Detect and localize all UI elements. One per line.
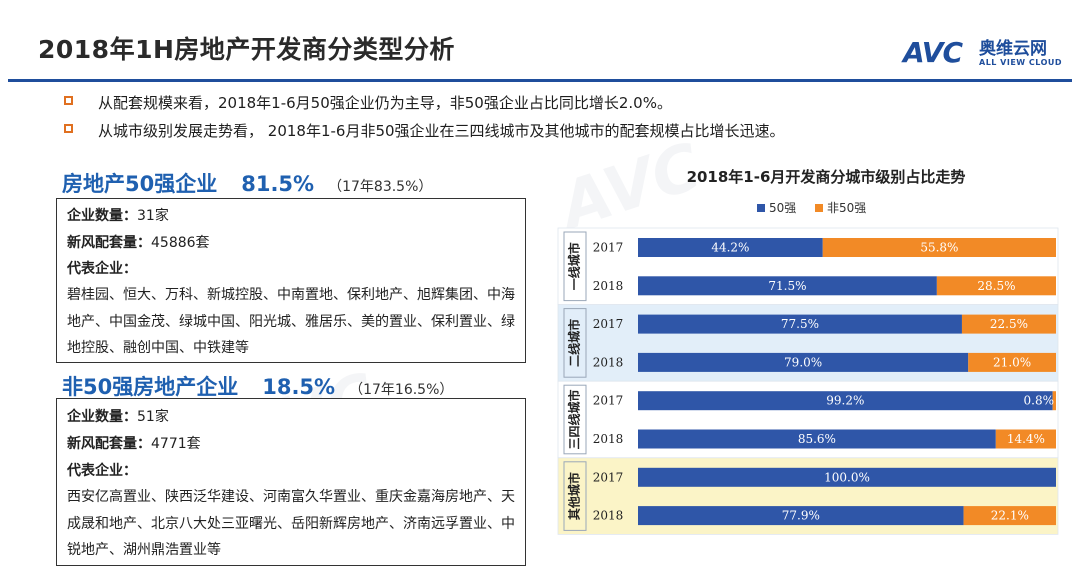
bar-segment	[968, 352, 1056, 372]
page-title: 2018年1H房地产开发商分类型分析	[38, 35, 455, 64]
data-label: 14.4%	[1007, 432, 1045, 446]
section-name: 非50强房地产企业	[62, 375, 239, 399]
company-count: 企业数量：31家	[67, 208, 169, 224]
data-label: 77.5%	[781, 317, 819, 331]
data-label: 99.2%	[826, 394, 864, 408]
header-divider	[8, 79, 1072, 82]
group-label: 三四线城市	[567, 389, 582, 449]
bar-segment	[936, 276, 1056, 296]
company-count: 企业数量：51家	[67, 409, 169, 425]
legend-label: 非50强	[827, 201, 866, 215]
data-label: 22.5%	[990, 317, 1028, 331]
bar-segment	[638, 506, 964, 526]
logo-mark: AVC	[903, 36, 963, 69]
section-non50-heading: 非50强房地产企业 18.5% （17年16.5%）	[62, 371, 453, 401]
group-label: 二线城市	[567, 319, 582, 367]
section-top50-heading: 房地产50强企业 81.5% （17年83.5%）	[62, 168, 432, 198]
section-name: 房地产50强企业	[62, 172, 218, 196]
data-label: 77.9%	[782, 509, 820, 523]
group-label: 一线城市	[567, 242, 582, 290]
section-share: 81.5%	[241, 172, 315, 196]
bullet-text: 从城市级别发展走势看， 2018年1-6月非50强企业在三四线城市及其他城市的配…	[98, 122, 785, 140]
rep-label: 代表企业：	[67, 261, 137, 277]
data-label: 71.5%	[768, 279, 806, 293]
data-label: 79.0%	[784, 355, 822, 369]
data-label: 44.2%	[711, 241, 749, 255]
bar-segment	[963, 506, 1056, 526]
section-prev-share: （17年83.5%）	[328, 179, 433, 195]
bar-segment	[995, 429, 1056, 449]
bar-segment	[961, 314, 1056, 334]
group-label-box	[563, 231, 587, 302]
data-label: 55.8%	[920, 241, 958, 255]
data-label: 0.8%	[1024, 394, 1055, 408]
group-label: 其他城市	[567, 472, 582, 520]
bar-segment	[638, 314, 962, 334]
legend-swatch	[757, 204, 765, 212]
section-top50-box: 企业数量：31家 新风配套量：45886套 代表企业： 碧桂园、恒大、万科、新城…	[56, 198, 526, 363]
tick-label: 2018	[593, 432, 624, 446]
group-label-box	[563, 384, 587, 455]
bar-segment	[638, 467, 1056, 487]
bar-segment	[638, 391, 1053, 411]
bar-segment	[638, 352, 969, 372]
section-share: 18.5%	[262, 375, 336, 399]
section-prev-share: （17年16.5%）	[349, 382, 454, 398]
tick-label: 2017	[593, 394, 624, 408]
bar-segment	[638, 429, 996, 449]
tick-label: 2018	[593, 509, 624, 523]
unit-count: 新风配套量：4771套	[67, 436, 201, 452]
data-label: 21.0%	[993, 355, 1031, 369]
rep-company-list: 西安亿高置业、陕西泛华建设、河南富久华置业、重庆金嘉海房地产、天成晟和地产、北京…	[67, 489, 515, 558]
tick-label: 2018	[593, 279, 624, 293]
section-non50-box: 企业数量：51家 新风配套量：4771套 代表企业： 西安亿高置业、陕西泛华建设…	[56, 398, 526, 566]
tick-label: 2017	[593, 241, 624, 255]
unit-count: 新风配套量：45886套	[67, 235, 210, 251]
bar-segment	[638, 238, 823, 257]
logo-en-name: ALL VIEW CLOUD	[979, 58, 1063, 67]
rep-company-list: 碧桂园、恒大、万科、新城控股、中南置地、保利地产、旭辉集团、中海地产、中国金茂、…	[67, 287, 515, 356]
data-label: 22.1%	[991, 509, 1029, 523]
bar-segment	[822, 238, 1056, 257]
bullet-text: 从配套规模来看，2018年1-6月50强企业仍为主导，非50强企业占比同比增长2…	[98, 94, 672, 112]
data-label: 85.6%	[798, 432, 836, 446]
group-label-box	[563, 308, 587, 378]
tick-label: 2017	[593, 317, 624, 331]
tick-label: 2018	[593, 355, 624, 369]
tick-label: 2017	[593, 470, 624, 484]
rep-label: 代表企业：	[67, 463, 137, 479]
data-label: 100.0%	[824, 470, 870, 484]
bullet-square-icon	[64, 96, 73, 105]
bar-segment	[638, 276, 937, 296]
bullet-square-icon	[64, 124, 73, 133]
legend-swatch	[815, 204, 823, 212]
chart-title: 2018年1-6月开发商分城市级别占比走势	[687, 168, 966, 186]
city-tier-share-chart: 2018年1-6月开发商分城市级别占比走势 50强 非50强一线城市二线城市三四线城…	[557, 168, 1059, 535]
logo-cn-name: 奥维云网	[979, 39, 1047, 59]
bar-segment	[1052, 391, 1056, 411]
brand-logo: AVC 奥维云网 ALL VIEW CLOUD	[903, 34, 1073, 74]
legend-label: 50强	[769, 201, 796, 215]
data-label: 28.5%	[977, 279, 1015, 293]
group-label-box	[563, 461, 587, 531]
